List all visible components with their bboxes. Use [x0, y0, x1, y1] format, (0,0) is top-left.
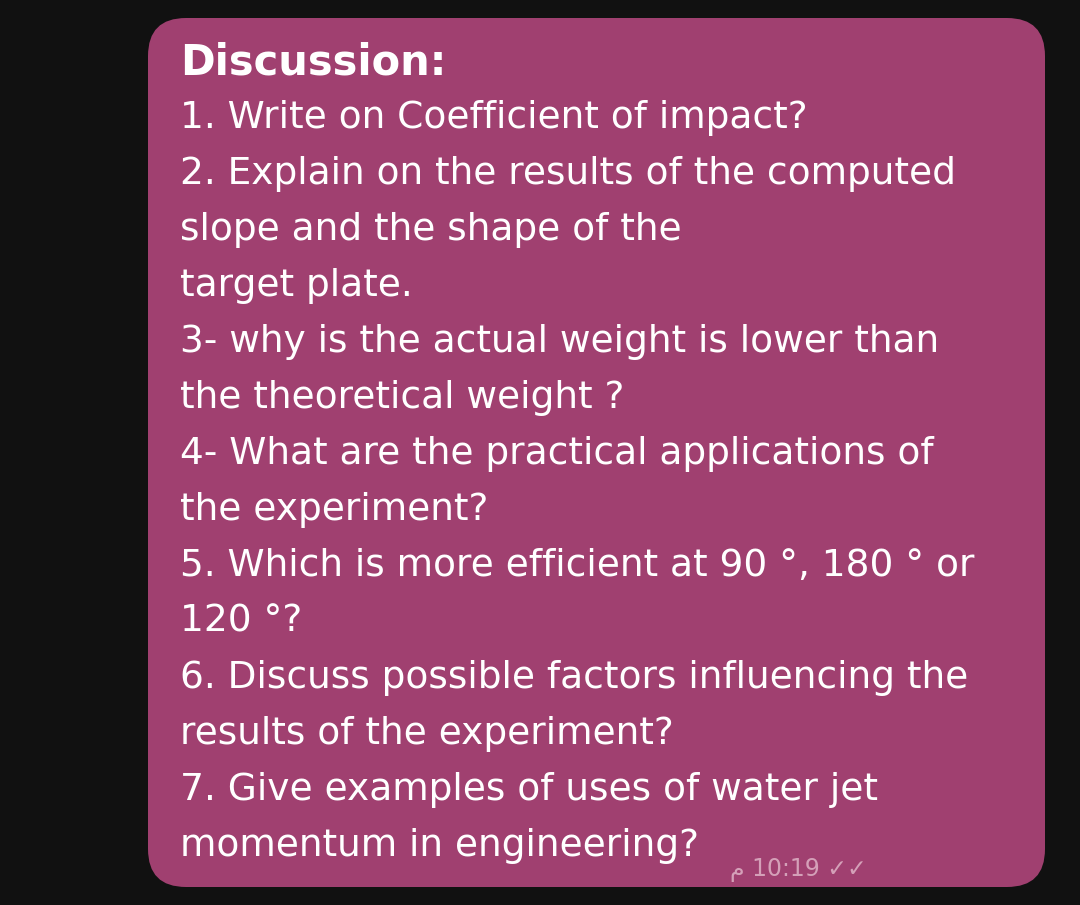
- Text: slope and the shape of the: slope and the shape of the: [180, 212, 681, 248]
- Text: 2. Explain on the results of the computed: 2. Explain on the results of the compute…: [180, 156, 956, 192]
- FancyBboxPatch shape: [148, 18, 1045, 887]
- Text: the theoretical weight ?: the theoretical weight ?: [180, 380, 624, 416]
- Text: 4- What are the practical applications of: 4- What are the practical applications o…: [180, 436, 933, 472]
- Text: results of the experiment?: results of the experiment?: [180, 716, 674, 752]
- Text: momentum in engineering?: momentum in engineering?: [180, 828, 699, 864]
- Text: 120 °?: 120 °?: [180, 604, 302, 640]
- Text: م 10:19 ✓✓: م 10:19 ✓✓: [730, 858, 867, 882]
- Text: 5. Which is more efficient at 90 °, 180 ° or: 5. Which is more efficient at 90 °, 180 …: [180, 548, 974, 584]
- Text: target plate.: target plate.: [180, 268, 413, 304]
- Text: 1. Write on Coefficient of impact?: 1. Write on Coefficient of impact?: [180, 100, 808, 136]
- Text: 7. Give examples of uses of water jet: 7. Give examples of uses of water jet: [180, 772, 878, 808]
- Text: 3- why is the actual weight is lower than: 3- why is the actual weight is lower tha…: [180, 324, 940, 360]
- Text: 6. Discuss possible factors influencing the: 6. Discuss possible factors influencing …: [180, 660, 969, 696]
- Text: the experiment?: the experiment?: [180, 492, 488, 528]
- Text: Discussion:: Discussion:: [180, 42, 446, 84]
